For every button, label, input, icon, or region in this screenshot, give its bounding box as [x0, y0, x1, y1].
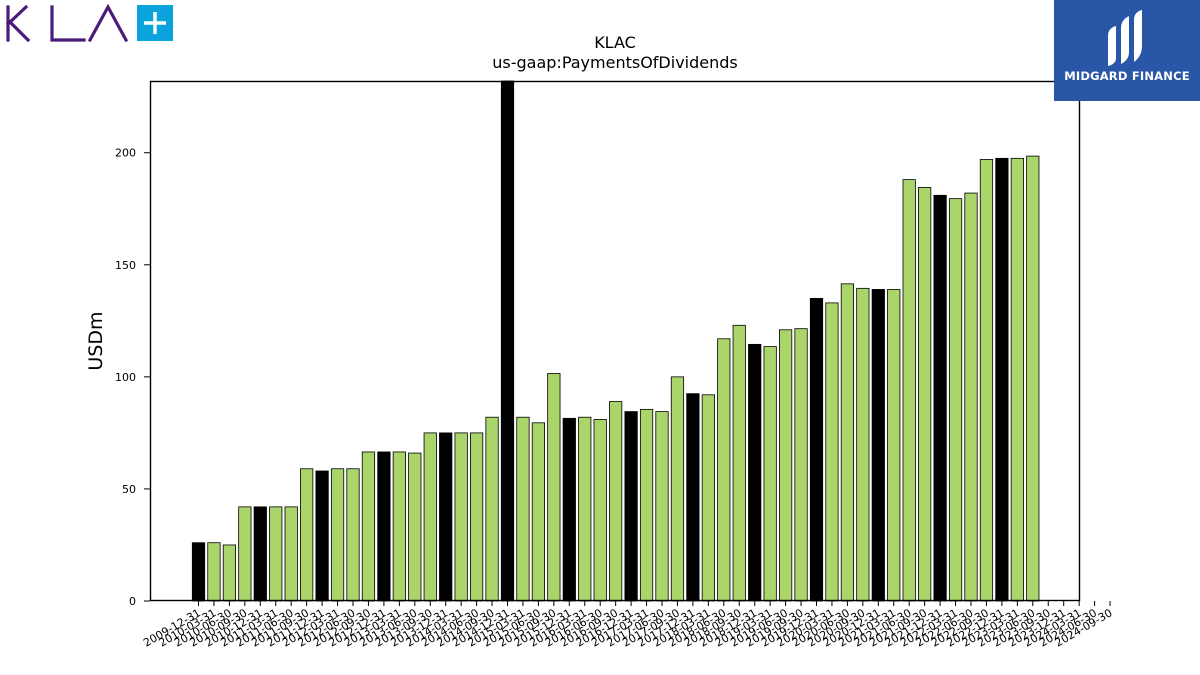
bar: [269, 506, 283, 602]
bar: [794, 328, 808, 602]
bar: [670, 376, 685, 602]
bar: [871, 289, 885, 602]
plot-frame: [149, 80, 1081, 602]
bar: [315, 470, 329, 602]
bar: [207, 542, 221, 602]
bar: [238, 506, 252, 602]
y-tick-label: 50: [122, 483, 136, 496]
bar: [516, 416, 530, 602]
bar: [887, 289, 901, 602]
bar: [717, 338, 731, 602]
bar: [284, 506, 298, 602]
bar: [469, 432, 484, 602]
bar: [624, 411, 638, 602]
bars-layer: [191, 80, 1040, 602]
bar: [330, 468, 345, 602]
bar: [361, 451, 376, 602]
midgard-logo-icon: [1108, 10, 1142, 66]
bar: [918, 187, 932, 602]
bar: [639, 408, 654, 602]
bar: [485, 416, 499, 602]
chart-title: KLAC: [594, 33, 636, 52]
bar: [948, 198, 963, 602]
kla-logo: [5, 4, 173, 43]
bar: [500, 80, 515, 602]
bar: [779, 329, 793, 602]
bar: [732, 324, 746, 602]
bar: [578, 416, 592, 602]
bar: [1026, 155, 1040, 602]
bar: [454, 432, 468, 602]
bar: [531, 422, 546, 602]
bar: [253, 506, 267, 602]
bar: [222, 544, 236, 602]
bar: [377, 451, 391, 602]
y-tick-label: 200: [115, 147, 136, 160]
bar: [562, 417, 576, 602]
bar: [902, 179, 916, 602]
chart-subtitle: us-gaap:PaymentsOfDividends: [492, 53, 737, 72]
midgard-brand-text: MIDGARD FINANCE: [1064, 69, 1190, 83]
bar: [1010, 157, 1024, 602]
bar: [655, 411, 669, 602]
bar: [686, 393, 700, 602]
bar: [408, 452, 422, 602]
bar: [593, 419, 607, 602]
bar: [392, 451, 406, 602]
bar: [964, 192, 978, 602]
y-tick-label: 150: [115, 259, 136, 272]
midgard-finance-logo: MIDGARD FINANCE: [1054, 0, 1200, 101]
bar: [439, 432, 453, 602]
bar: [191, 542, 206, 602]
ticks-layer: 2009-12-312010-03-312010-06-302010-09-30…: [115, 147, 1115, 650]
bar: [995, 157, 1009, 602]
bar: [346, 468, 360, 602]
bar: [300, 468, 314, 602]
bar: [979, 159, 994, 602]
bar: [748, 343, 762, 602]
bar: [825, 302, 839, 602]
bar: [423, 432, 437, 602]
bar: [809, 298, 824, 602]
y-tick-label: 100: [115, 371, 136, 384]
y-axis-label: USDm: [85, 311, 107, 370]
bar: [763, 346, 777, 602]
bar: [856, 287, 870, 602]
bar: [547, 373, 561, 602]
bar: [933, 194, 947, 602]
bar: [840, 283, 855, 602]
y-tick-label: 0: [129, 595, 136, 608]
bar: [701, 394, 715, 602]
bar: [609, 401, 623, 602]
